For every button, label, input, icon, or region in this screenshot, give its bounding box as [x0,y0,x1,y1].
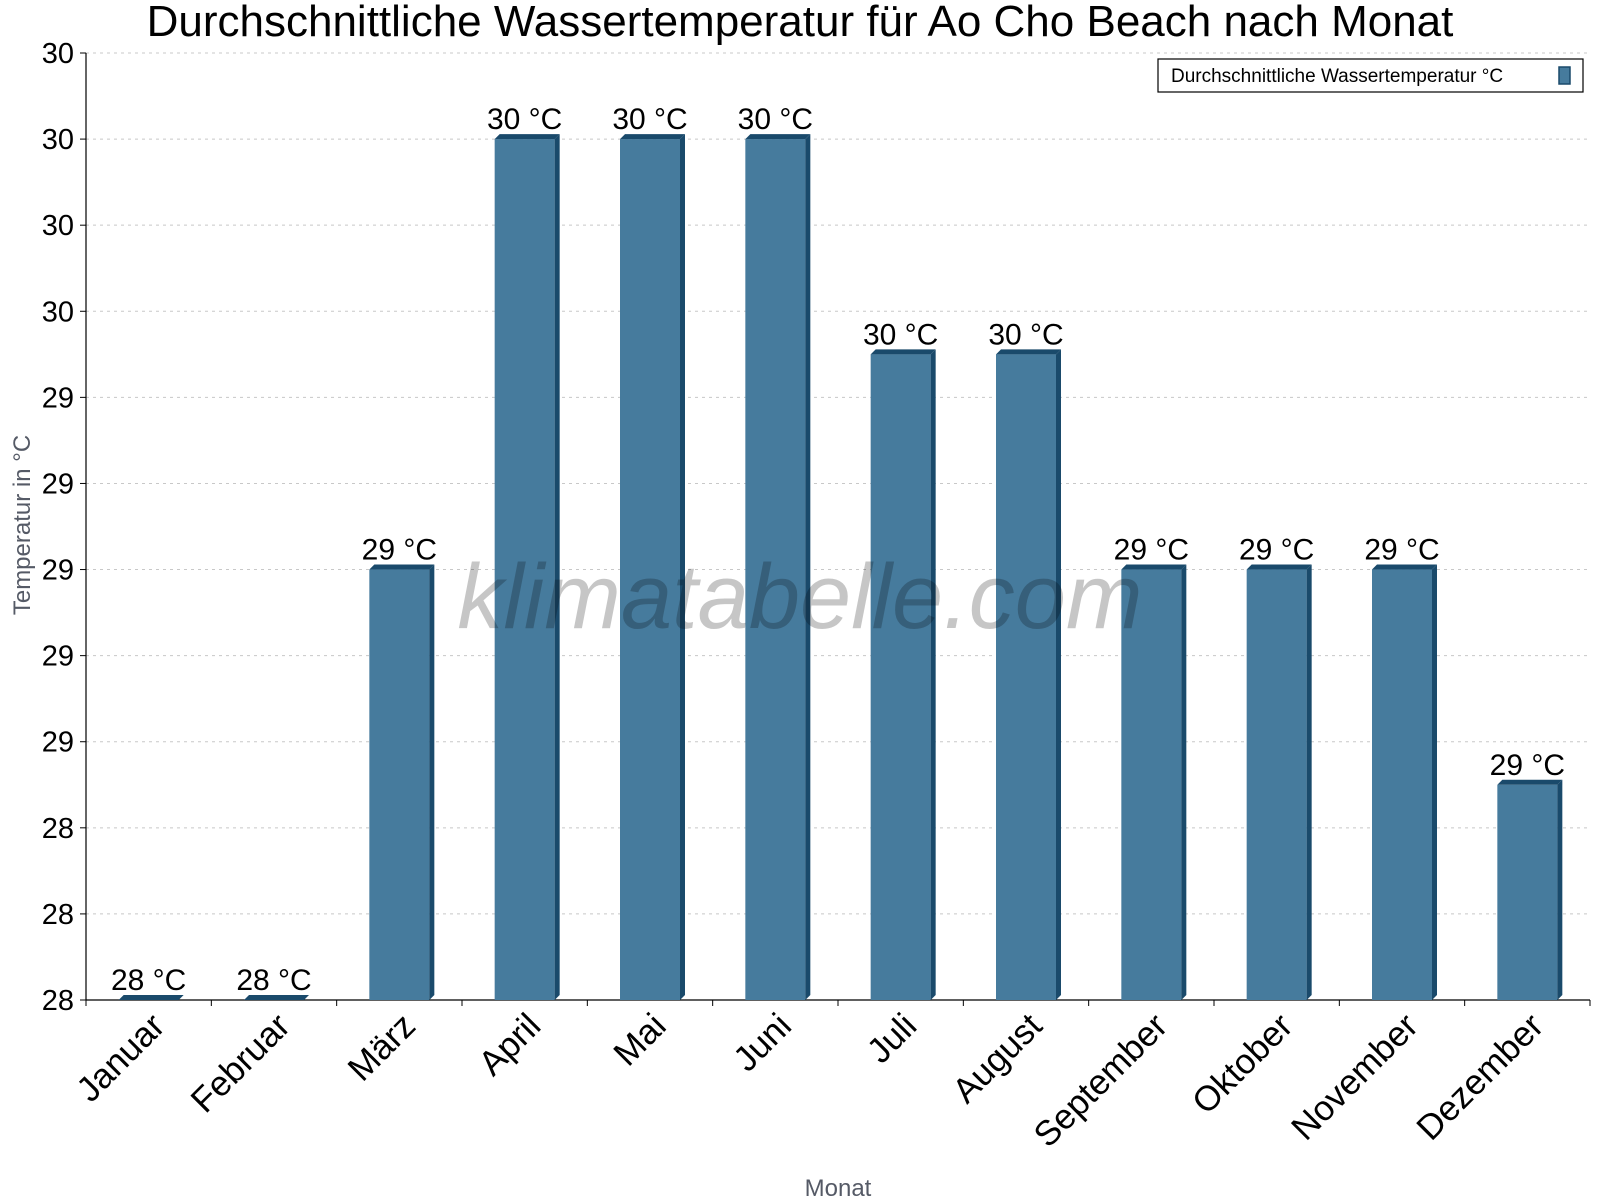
data-label: 29 °C [1239,534,1314,567]
bar-group: 30 °C [988,318,1064,1000]
bar-top [244,995,309,1000]
data-label: 30 °C [988,318,1063,351]
bar-group: 30 °C [863,318,938,1000]
bar-side [680,134,685,1000]
y-tick-label: 30 [42,296,74,328]
bar [620,139,680,1000]
bar-top [369,564,435,570]
bar [494,139,555,1000]
y-tick-label: 29 [42,555,74,587]
bar-top [1121,564,1187,570]
bar-group: 30 °C [738,103,813,1000]
bar [369,569,430,1000]
legend: Durchschnittliche Wassertemperatur °C [1157,58,1584,93]
bar-group: 29 °C [1364,534,1440,1000]
data-label: 29 °C [1364,534,1439,567]
x-axis-ticks: Januar Februar März April Mai Juni Juli AugustS… [69,1006,1551,1155]
x-tick-label: November [1284,1006,1426,1148]
bar-side [1056,349,1061,1000]
bar-group: 28 °C [111,964,186,1000]
y-tick-label: 29 [42,727,74,759]
bar [1246,569,1307,1000]
y-tick-label: 28 [42,985,74,1017]
bar-top [870,349,936,355]
bar-side [554,134,560,1000]
legend-label: Durchschnittliche Wassertemperatur °C [1171,66,1503,87]
bar [1372,569,1432,1000]
data-label: 30 °C [863,318,938,351]
bar-side [805,134,811,1000]
bar-group: 28 °C [236,964,312,1000]
bar-side [1306,564,1312,1000]
bar [870,354,931,1000]
legend-box [1157,58,1584,93]
y-tick-label: 29 [42,468,74,500]
data-label: 28 °C [111,964,186,997]
x-tick-label: April [471,1006,548,1083]
x-tick-label: Juni [726,1006,799,1079]
x-tick-label: August [945,1006,1050,1111]
x-tick-label: Juli [860,1006,925,1071]
data-label: 29 °C [1114,534,1189,567]
x-tick-label: Februar [183,1006,297,1120]
x-tick-label: Oktober [1185,1006,1301,1122]
bar-group: 30 °C [487,103,562,1000]
y-tick-label: 29 [42,382,74,414]
y-tick-label: 30 [42,124,74,156]
bar-top [620,134,685,140]
y-tick-label: 30 [42,210,74,242]
y-tick-label: 30 [42,38,74,70]
bar-top [1246,564,1312,570]
bar [996,354,1056,1000]
bar-group: 29 °C [1490,749,1565,1000]
watermark: klimatabelle.com [457,546,1142,648]
axes [85,53,1591,1006]
bar-top [494,134,560,140]
data-label: 30 °C [738,103,813,136]
data-label: 28 °C [236,964,311,997]
bar-top [745,134,811,140]
bar [745,139,806,1000]
bar-side [930,349,936,1000]
bar-side [1181,564,1187,1000]
x-axis-label: Monat [805,1175,872,1200]
data-label: 29 °C [1490,749,1565,782]
bar-group: 29 °C [1239,534,1314,1000]
y-tick-label: 28 [42,899,74,931]
bar [1497,784,1558,1000]
y-tick-label: 29 [42,641,74,673]
bar-group: 30 °C [612,103,688,1000]
data-label: 30 °C [612,103,687,136]
data-label: 30 °C [487,103,562,136]
x-tick-label: Mai [606,1006,673,1073]
gridlines [86,52,1590,915]
bar-top [1497,779,1563,785]
bar-side [429,564,435,1000]
bar [1121,569,1182,1000]
bar-group: 29 °C [362,534,437,1000]
x-tick-label: Januar [69,1006,172,1109]
y-axis-label: Temperatur in °C [9,435,36,615]
y-axis-ticks: 28 28 28 29 29 29 29 29 30 30 30 30 [42,38,86,1017]
x-tick-label: März [340,1006,423,1089]
bar-group: 29 °C [1114,534,1189,1000]
bars: 28 °C 28 °C 29 °C 30 °C 30 °C 30 °C 30 °C 30 °C… [111,103,1565,1000]
bar-top [1372,564,1437,570]
bar-top [996,349,1061,355]
bar-top [118,995,184,1000]
chart-title: Durchschnittliche Wassertemperatur für A… [147,0,1454,46]
x-tick-label: September [1026,1006,1175,1155]
data-label: 29 °C [362,534,437,567]
x-tick-label: Dezember [1409,1006,1551,1148]
legend-swatch [1558,66,1571,85]
bar-side [1557,779,1563,1000]
y-tick-label: 28 [42,813,74,845]
bar-side [1432,564,1437,1000]
